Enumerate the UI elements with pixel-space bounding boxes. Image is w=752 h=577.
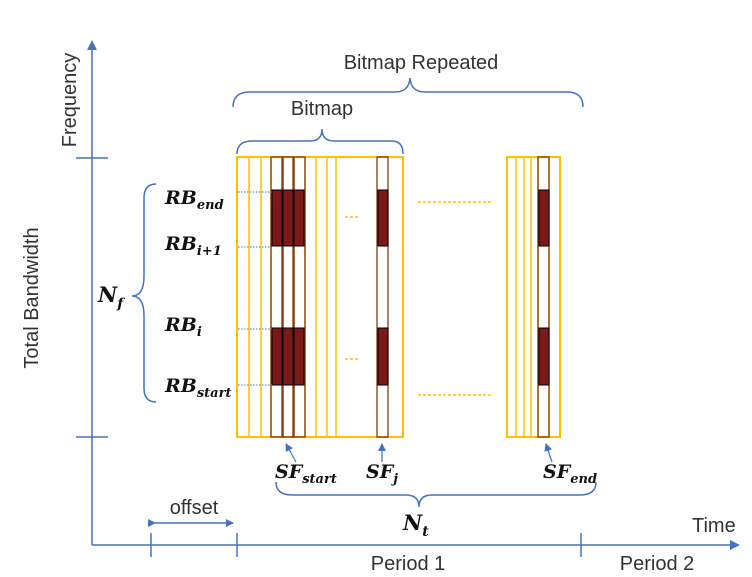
bitmap-block-outline: [236, 156, 404, 438]
rb-end-label: RBend: [164, 187, 224, 213]
selected-subframe-column: [537, 156, 550, 438]
rb-guide-lines: [238, 191, 272, 386]
allocated-resource-block: [538, 189, 550, 247]
frequency-axis: [76, 40, 108, 545]
allocated-resource-block: [377, 189, 389, 247]
sf-end-label: SFend: [543, 461, 597, 487]
time-axis-label: Time: [692, 515, 736, 537]
ellipsis-dashes: [345, 201, 492, 396]
allocated-resource-block: [538, 327, 550, 386]
bitmap-repeated-label: Bitmap Repeated: [344, 52, 499, 74]
nt-label: Nt: [402, 510, 429, 540]
bitmap-label: Bitmap: [291, 98, 353, 120]
period-2-label: Period 2: [620, 553, 695, 575]
resource-grid: [236, 156, 561, 438]
rb-i-label: RBi: [164, 314, 202, 340]
allocated-resource-block: [271, 189, 283, 247]
frequency-axis-label: Frequency: [59, 53, 81, 148]
repeated-block-outline: [506, 156, 561, 438]
nf-label: Nf: [97, 282, 126, 312]
allocated-resource-block: [271, 327, 283, 386]
selected-subframe-column: [376, 156, 389, 438]
rb-i-plus-1-label: RBi+1: [164, 233, 222, 259]
selected-subframe-column: [281, 156, 295, 438]
nt-brace: [275, 481, 597, 508]
sf-j-label: SFj: [366, 461, 398, 487]
period-1-label: Period 1: [371, 553, 446, 575]
allocated-resource-block: [293, 327, 305, 386]
rb-start-label: RBstart: [164, 375, 231, 401]
sf-start-label: SFstart: [275, 461, 337, 487]
selected-subframe-column: [292, 156, 306, 438]
allocated-resource-block: [282, 189, 294, 247]
sf-arrows: [285, 443, 553, 463]
bitmap-repeated-brace: [232, 77, 584, 108]
selected-subframe-column: [270, 156, 284, 438]
allocated-resource-block: [377, 327, 389, 386]
nf-brace: [131, 183, 157, 403]
bitmap-brace: [236, 128, 404, 155]
offset-label: offset: [170, 497, 219, 519]
time-axis: [92, 533, 740, 557]
allocated-resource-block: [282, 327, 294, 386]
total-bandwidth-label: Total Bandwidth: [21, 227, 43, 368]
allocated-resource-block: [293, 189, 305, 247]
